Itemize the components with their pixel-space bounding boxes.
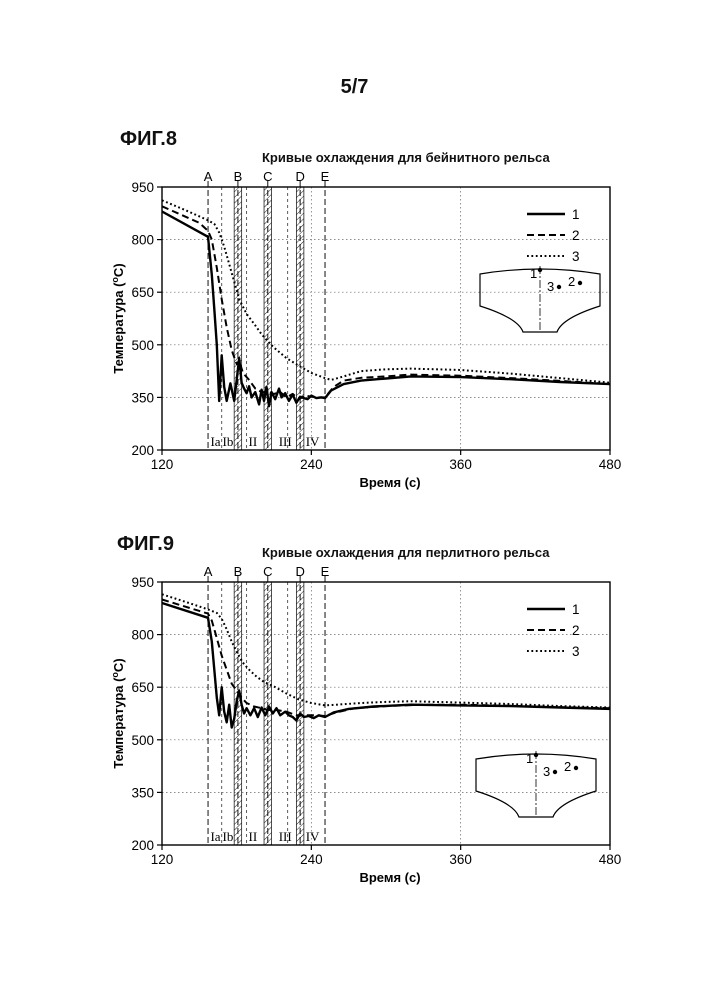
y-tick-label: 650 — [131, 680, 154, 695]
stage-label-c: C — [263, 564, 272, 579]
plot-frame — [162, 187, 610, 450]
inset-label-2: 2 — [564, 759, 571, 774]
legend-label-3: 3 — [572, 644, 580, 659]
inset-label-3: 3 — [543, 764, 550, 779]
stage-label-c: C — [263, 169, 272, 184]
y-label-unit: C) — [111, 658, 126, 672]
inset-point-3 — [553, 770, 557, 774]
legend-label-2: 2 — [572, 623, 580, 638]
stage-label-d: D — [295, 169, 304, 184]
y-tick-label: 500 — [131, 338, 154, 353]
x-tick-label: 120 — [151, 852, 174, 867]
x-tick-label: 360 — [449, 457, 472, 472]
zone-label: Ia — [210, 829, 220, 844]
series-line-1 — [162, 603, 610, 728]
stage-label-e: E — [321, 169, 330, 184]
zone-label: III — [279, 434, 292, 449]
x-tick-label: 480 — [599, 457, 622, 472]
stage-label-b: B — [234, 169, 243, 184]
y-label-main: Температура ( — [111, 282, 126, 374]
y-axis-label: Температура (oC) — [110, 658, 126, 768]
inset-point-1 — [534, 753, 538, 757]
x-tick-label: 360 — [449, 852, 472, 867]
series-line-3 — [162, 200, 610, 382]
stage-label-b: B — [234, 564, 243, 579]
y-tick-label: 500 — [131, 733, 154, 748]
y-tick-label: 350 — [131, 390, 154, 405]
stage-label-d: D — [295, 564, 304, 579]
inset-point-2 — [574, 766, 578, 770]
legend-label-1: 1 — [572, 207, 580, 222]
inset-label-3: 3 — [547, 279, 554, 294]
y-tick-label: 650 — [131, 285, 154, 300]
inset-point-1 — [538, 268, 542, 272]
stage-label-a: A — [204, 564, 213, 579]
y-tick-label: 350 — [131, 785, 154, 800]
x-tick-label: 240 — [300, 852, 323, 867]
y-tick-label: 950 — [131, 575, 154, 590]
legend-label-1: 1 — [572, 602, 580, 617]
legend-label-3: 3 — [572, 249, 580, 264]
figure-9-label: ФИГ.9 — [117, 533, 174, 556]
x-tick-label: 480 — [599, 852, 622, 867]
y-tick-label: 800 — [131, 233, 154, 248]
series-line-3 — [162, 594, 610, 707]
x-axis-label: Время (с) — [359, 475, 420, 490]
zone-label: II — [249, 829, 258, 844]
zone-label: Ib — [223, 434, 234, 449]
y-tick-label: 200 — [131, 838, 154, 853]
inset-label-1: 1 — [526, 751, 533, 766]
y-label-main: Температура ( — [111, 677, 126, 769]
zone-label: IV — [306, 434, 320, 449]
chart-9-pearlitic-cooling: ABCDEIaIbIIIIIIV200350500650800950120240… — [0, 555, 709, 900]
inset-point-3 — [557, 285, 561, 289]
zone-label: Ia — [210, 434, 220, 449]
inset-point-2 — [578, 281, 582, 285]
y-tick-label: 200 — [131, 443, 154, 458]
rail-cross-section-inset: 132 — [476, 751, 596, 817]
x-tick-label: 120 — [151, 457, 174, 472]
y-label-unit: C) — [111, 263, 126, 277]
chart-8-bainitic-cooling: ABCDEIaIbIIIIIIV200350500650800950120240… — [0, 160, 709, 505]
figure-8-label: ФИГ.8 — [120, 128, 177, 151]
inset-label-2: 2 — [568, 274, 575, 289]
y-tick-label: 950 — [131, 180, 154, 195]
zone-label: III — [279, 829, 292, 844]
zone-label: Ib — [223, 829, 234, 844]
y-tick-label: 800 — [131, 628, 154, 643]
stage-label-a: A — [204, 169, 213, 184]
zone-label: IV — [306, 829, 320, 844]
page-number: 5/7 — [0, 76, 709, 99]
y-axis-label: Температура (oC) — [110, 263, 126, 373]
inset-label-1: 1 — [530, 266, 537, 281]
rail-cross-section-inset: 132 — [480, 266, 600, 332]
x-tick-label: 240 — [300, 457, 323, 472]
series-line-2 — [162, 600, 610, 717]
legend-label-2: 2 — [572, 228, 580, 243]
zone-label: II — [249, 434, 258, 449]
x-axis-label: Время (с) — [359, 870, 420, 885]
stage-label-e: E — [321, 564, 330, 579]
